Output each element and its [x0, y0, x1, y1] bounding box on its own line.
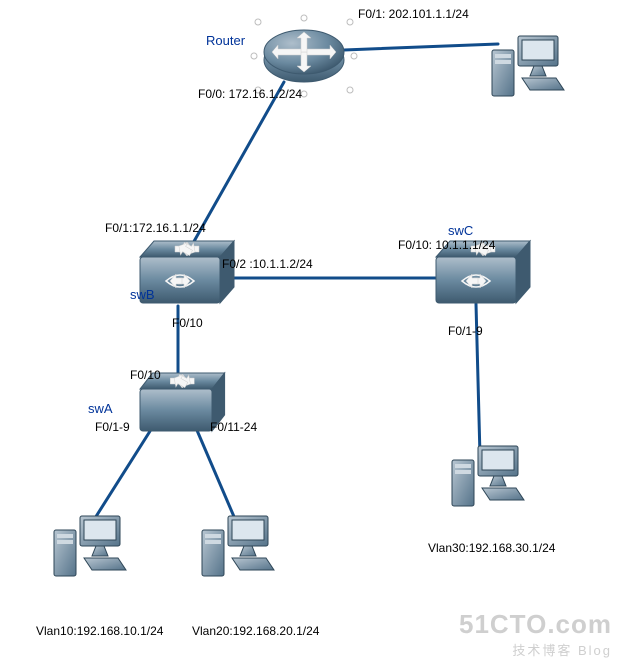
port-label: F0/1:172.16.1.1/24 [105, 221, 206, 235]
diagram-canvas: Router swB swC swA F0/1: 202.101.1.1/24 F0/0:… [0, 0, 620, 669]
port-label: F0/1: 202.101.1.1/24 [358, 7, 469, 21]
l2-switch-icon[interactable] [140, 389, 212, 431]
port-label: Vlan30:192.168.30.1/24 [428, 541, 555, 555]
link-swA-pc_vlan10 [90, 428, 152, 526]
port-label: F0/0: 172.16.1.2/24 [198, 87, 302, 101]
device-label-swC: swC [448, 223, 473, 238]
watermark: 51CTO.com 技术博客 Blog [459, 609, 612, 659]
port-label: F0/10 [172, 316, 203, 330]
port-label: F0/10 [130, 368, 161, 382]
port-label: Vlan20:192.168.20.1/24 [192, 624, 319, 638]
port-label: F0/1-9 [448, 324, 483, 338]
port-label: F0/1-9 [95, 420, 130, 434]
port-label: F0/11-24 [210, 420, 257, 434]
port-label: Vlan10:192.168.10.1/24 [36, 624, 163, 638]
device-label-swA: swA [88, 401, 113, 416]
link-router-pc_wan [344, 44, 498, 50]
link-swA-pc_vlan20 [196, 428, 238, 526]
port-label: F0/2 :10.1.1.2/24 [222, 257, 313, 271]
device-label-swB: swB [130, 287, 155, 302]
watermark-sub: 技术博客 Blog [459, 640, 612, 659]
device-label-router: Router [206, 33, 245, 48]
watermark-main: 51CTO.com [459, 609, 612, 640]
port-label: F0/10: 10.1.1.1/24 [398, 238, 495, 252]
